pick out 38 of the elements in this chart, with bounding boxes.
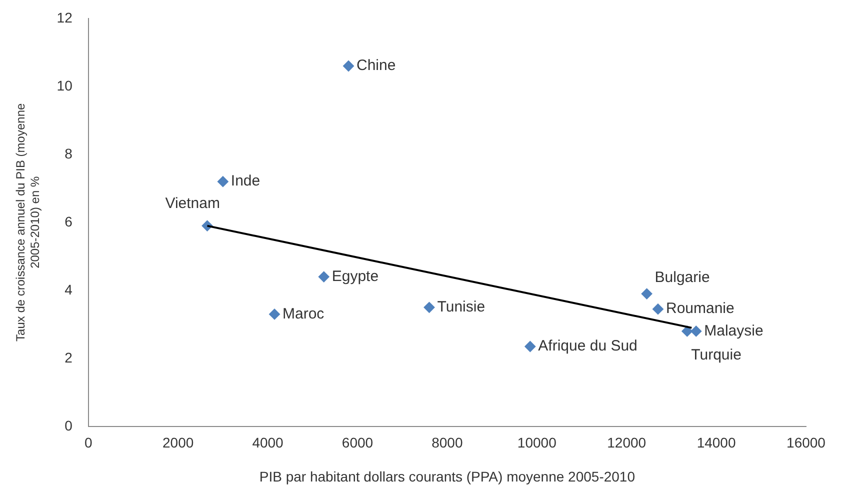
data-label: Bulgarie — [654, 268, 710, 286]
y-axis-title: Taux de croissance annuel du PIB (moyenne 2005-2010) en % — [14, 103, 42, 342]
data-label: Chine — [356, 57, 396, 74]
data-label: Maroc — [282, 305, 325, 322]
y-tick-label: 10 — [56, 77, 73, 94]
x-tick-label: 4000 — [252, 434, 284, 451]
y-tick-label: 6 — [64, 213, 73, 230]
point — [690, 326, 702, 337]
data-label: Malaysie — [704, 322, 764, 340]
y-tick-label: 12 — [56, 9, 73, 26]
x-tick-label: 8000 — [432, 434, 463, 451]
x-tick-label: 2000 — [162, 434, 194, 451]
point — [318, 271, 330, 282]
data-label: Inde — [230, 172, 260, 190]
data-label: Vietnam — [165, 194, 220, 212]
point — [652, 304, 664, 315]
x-tick-label: 6000 — [342, 434, 374, 451]
point — [217, 176, 228, 188]
data-label: Roumanie — [666, 300, 734, 318]
point — [343, 60, 354, 72]
x-tick-label: 14000 — [696, 434, 736, 451]
point — [424, 302, 435, 313]
y-tick-label: 0 — [64, 417, 73, 434]
y-tick-label: 8 — [64, 145, 73, 162]
data-label: Afrique du Sud — [538, 338, 638, 355]
data-label: Turquie — [691, 346, 742, 364]
data-label: Tunisie — [437, 298, 486, 316]
x-tick-label: 10000 — [517, 434, 557, 451]
x-tick-label: 0 — [84, 434, 92, 451]
x-tick-label: 12000 — [607, 434, 646, 451]
point — [524, 341, 536, 352]
x-axis-title: PIB par habitant dollars courants (PPA) moyenne 2005-2010 — [259, 468, 636, 484]
data-label: Egypte — [332, 268, 379, 285]
x-tick-label: 16000 — [786, 434, 826, 451]
point — [269, 308, 280, 320]
y-tick-label: 4 — [64, 281, 73, 298]
y-tick-label: 2 — [64, 349, 73, 366]
point — [641, 288, 652, 300]
